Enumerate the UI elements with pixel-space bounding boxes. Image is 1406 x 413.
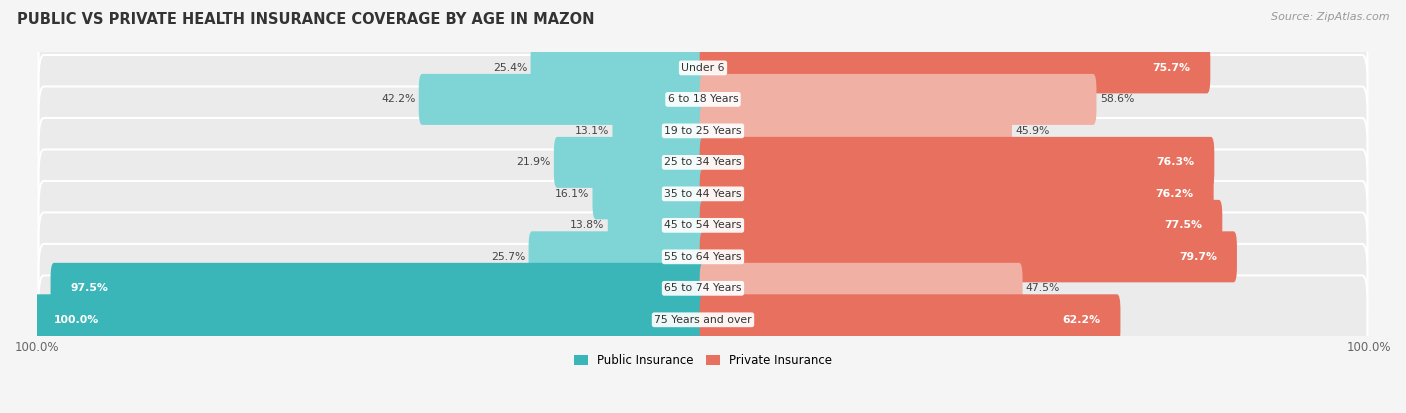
FancyBboxPatch shape	[34, 294, 706, 345]
Text: 75 Years and over: 75 Years and over	[654, 315, 752, 325]
FancyBboxPatch shape	[529, 231, 706, 282]
Text: 21.9%: 21.9%	[516, 157, 551, 167]
FancyBboxPatch shape	[592, 169, 706, 219]
Text: 55 to 64 Years: 55 to 64 Years	[664, 252, 742, 262]
FancyBboxPatch shape	[700, 137, 1215, 188]
FancyBboxPatch shape	[700, 263, 1022, 314]
Text: 6 to 18 Years: 6 to 18 Years	[668, 95, 738, 104]
FancyBboxPatch shape	[38, 181, 1368, 270]
Text: Under 6: Under 6	[682, 63, 724, 73]
FancyBboxPatch shape	[419, 74, 706, 125]
Text: 13.1%: 13.1%	[575, 126, 609, 136]
FancyBboxPatch shape	[38, 118, 1368, 207]
FancyBboxPatch shape	[38, 55, 1368, 144]
FancyBboxPatch shape	[38, 24, 1368, 112]
FancyBboxPatch shape	[38, 86, 1368, 175]
Text: 100.0%: 100.0%	[53, 315, 100, 325]
Text: 45 to 54 Years: 45 to 54 Years	[664, 221, 742, 230]
Text: 25 to 34 Years: 25 to 34 Years	[664, 157, 742, 167]
FancyBboxPatch shape	[554, 137, 706, 188]
FancyBboxPatch shape	[700, 169, 1213, 219]
Text: 25.4%: 25.4%	[494, 63, 527, 73]
Text: 76.3%: 76.3%	[1156, 157, 1194, 167]
FancyBboxPatch shape	[530, 43, 706, 93]
FancyBboxPatch shape	[51, 263, 706, 314]
FancyBboxPatch shape	[700, 200, 1222, 251]
Text: 45.9%: 45.9%	[1015, 126, 1050, 136]
Text: 65 to 74 Years: 65 to 74 Years	[664, 283, 742, 293]
FancyBboxPatch shape	[700, 74, 1097, 125]
FancyBboxPatch shape	[38, 150, 1368, 238]
Text: 76.2%: 76.2%	[1156, 189, 1194, 199]
Text: 47.5%: 47.5%	[1026, 283, 1060, 293]
Text: 75.7%: 75.7%	[1153, 63, 1191, 73]
FancyBboxPatch shape	[38, 244, 1368, 333]
Text: 19 to 25 Years: 19 to 25 Years	[664, 126, 742, 136]
FancyBboxPatch shape	[38, 275, 1368, 364]
Legend: Public Insurance, Private Insurance: Public Insurance, Private Insurance	[569, 350, 837, 372]
FancyBboxPatch shape	[700, 231, 1237, 282]
FancyBboxPatch shape	[607, 200, 706, 251]
Text: 42.2%: 42.2%	[381, 95, 415, 104]
Text: 79.7%: 79.7%	[1180, 252, 1218, 262]
FancyBboxPatch shape	[700, 294, 1121, 345]
Text: 25.7%: 25.7%	[491, 252, 526, 262]
FancyBboxPatch shape	[38, 212, 1368, 301]
FancyBboxPatch shape	[700, 105, 1012, 157]
Text: 13.8%: 13.8%	[569, 221, 605, 230]
FancyBboxPatch shape	[700, 43, 1211, 93]
Text: PUBLIC VS PRIVATE HEALTH INSURANCE COVERAGE BY AGE IN MAZON: PUBLIC VS PRIVATE HEALTH INSURANCE COVER…	[17, 12, 595, 27]
Text: Source: ZipAtlas.com: Source: ZipAtlas.com	[1271, 12, 1389, 22]
Text: 97.5%: 97.5%	[70, 283, 108, 293]
Text: 35 to 44 Years: 35 to 44 Years	[664, 189, 742, 199]
Text: 16.1%: 16.1%	[555, 189, 589, 199]
Text: 77.5%: 77.5%	[1164, 221, 1202, 230]
Text: 58.6%: 58.6%	[1099, 95, 1135, 104]
FancyBboxPatch shape	[613, 105, 706, 157]
Text: 62.2%: 62.2%	[1063, 315, 1101, 325]
